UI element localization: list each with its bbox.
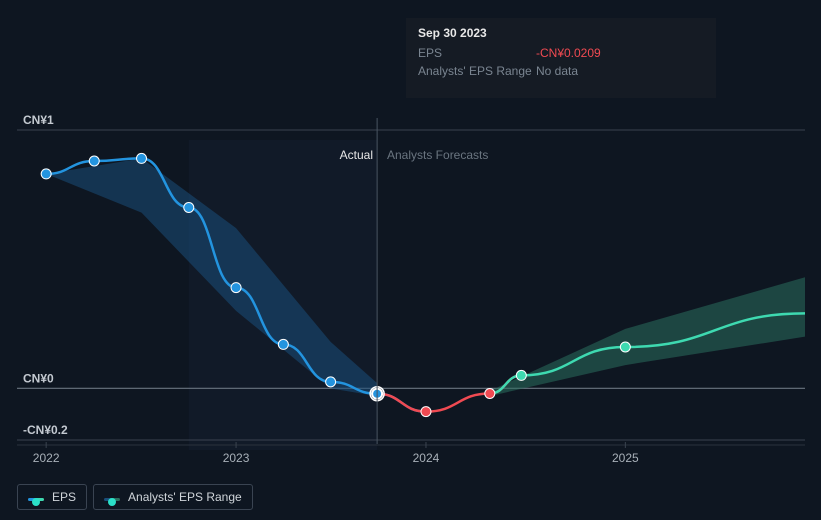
tooltip-eps-label: EPS xyxy=(418,44,536,62)
forecast-section-label: Analysts Forecasts xyxy=(387,148,488,162)
tooltip-range-value: No data xyxy=(536,62,578,80)
actual-section-label: Actual xyxy=(340,148,373,162)
tooltip-date: Sep 30 2023 xyxy=(418,26,704,40)
svg-text:2025: 2025 xyxy=(612,451,639,465)
legend-eps-label: EPS xyxy=(52,490,76,504)
legend-range-label: Analysts' EPS Range xyxy=(128,490,242,504)
svg-text:-CN¥0.2: -CN¥0.2 xyxy=(23,423,68,437)
svg-text:2024: 2024 xyxy=(413,451,440,465)
tooltip-range-label: Analysts' EPS Range xyxy=(418,62,536,80)
svg-text:CN¥0: CN¥0 xyxy=(23,371,54,385)
chart-tooltip: Sep 30 2023 EPS -CN¥0.0209 Analysts' EPS… xyxy=(406,18,716,98)
svg-text:CN¥1: CN¥1 xyxy=(23,113,54,127)
tooltip-row-range: Analysts' EPS Range No data xyxy=(418,62,704,80)
tooltip-row-eps: EPS -CN¥0.0209 xyxy=(418,44,704,62)
svg-text:2023: 2023 xyxy=(223,451,250,465)
svg-text:2022: 2022 xyxy=(33,451,60,465)
legend-range[interactable]: Analysts' EPS Range xyxy=(93,484,253,510)
legend-range-swatch xyxy=(104,498,120,501)
chart-legend: EPS Analysts' EPS Range xyxy=(17,484,253,510)
legend-eps[interactable]: EPS xyxy=(17,484,87,510)
tooltip-eps-value: -CN¥0.0209 xyxy=(536,44,601,62)
legend-eps-swatch xyxy=(28,498,44,501)
